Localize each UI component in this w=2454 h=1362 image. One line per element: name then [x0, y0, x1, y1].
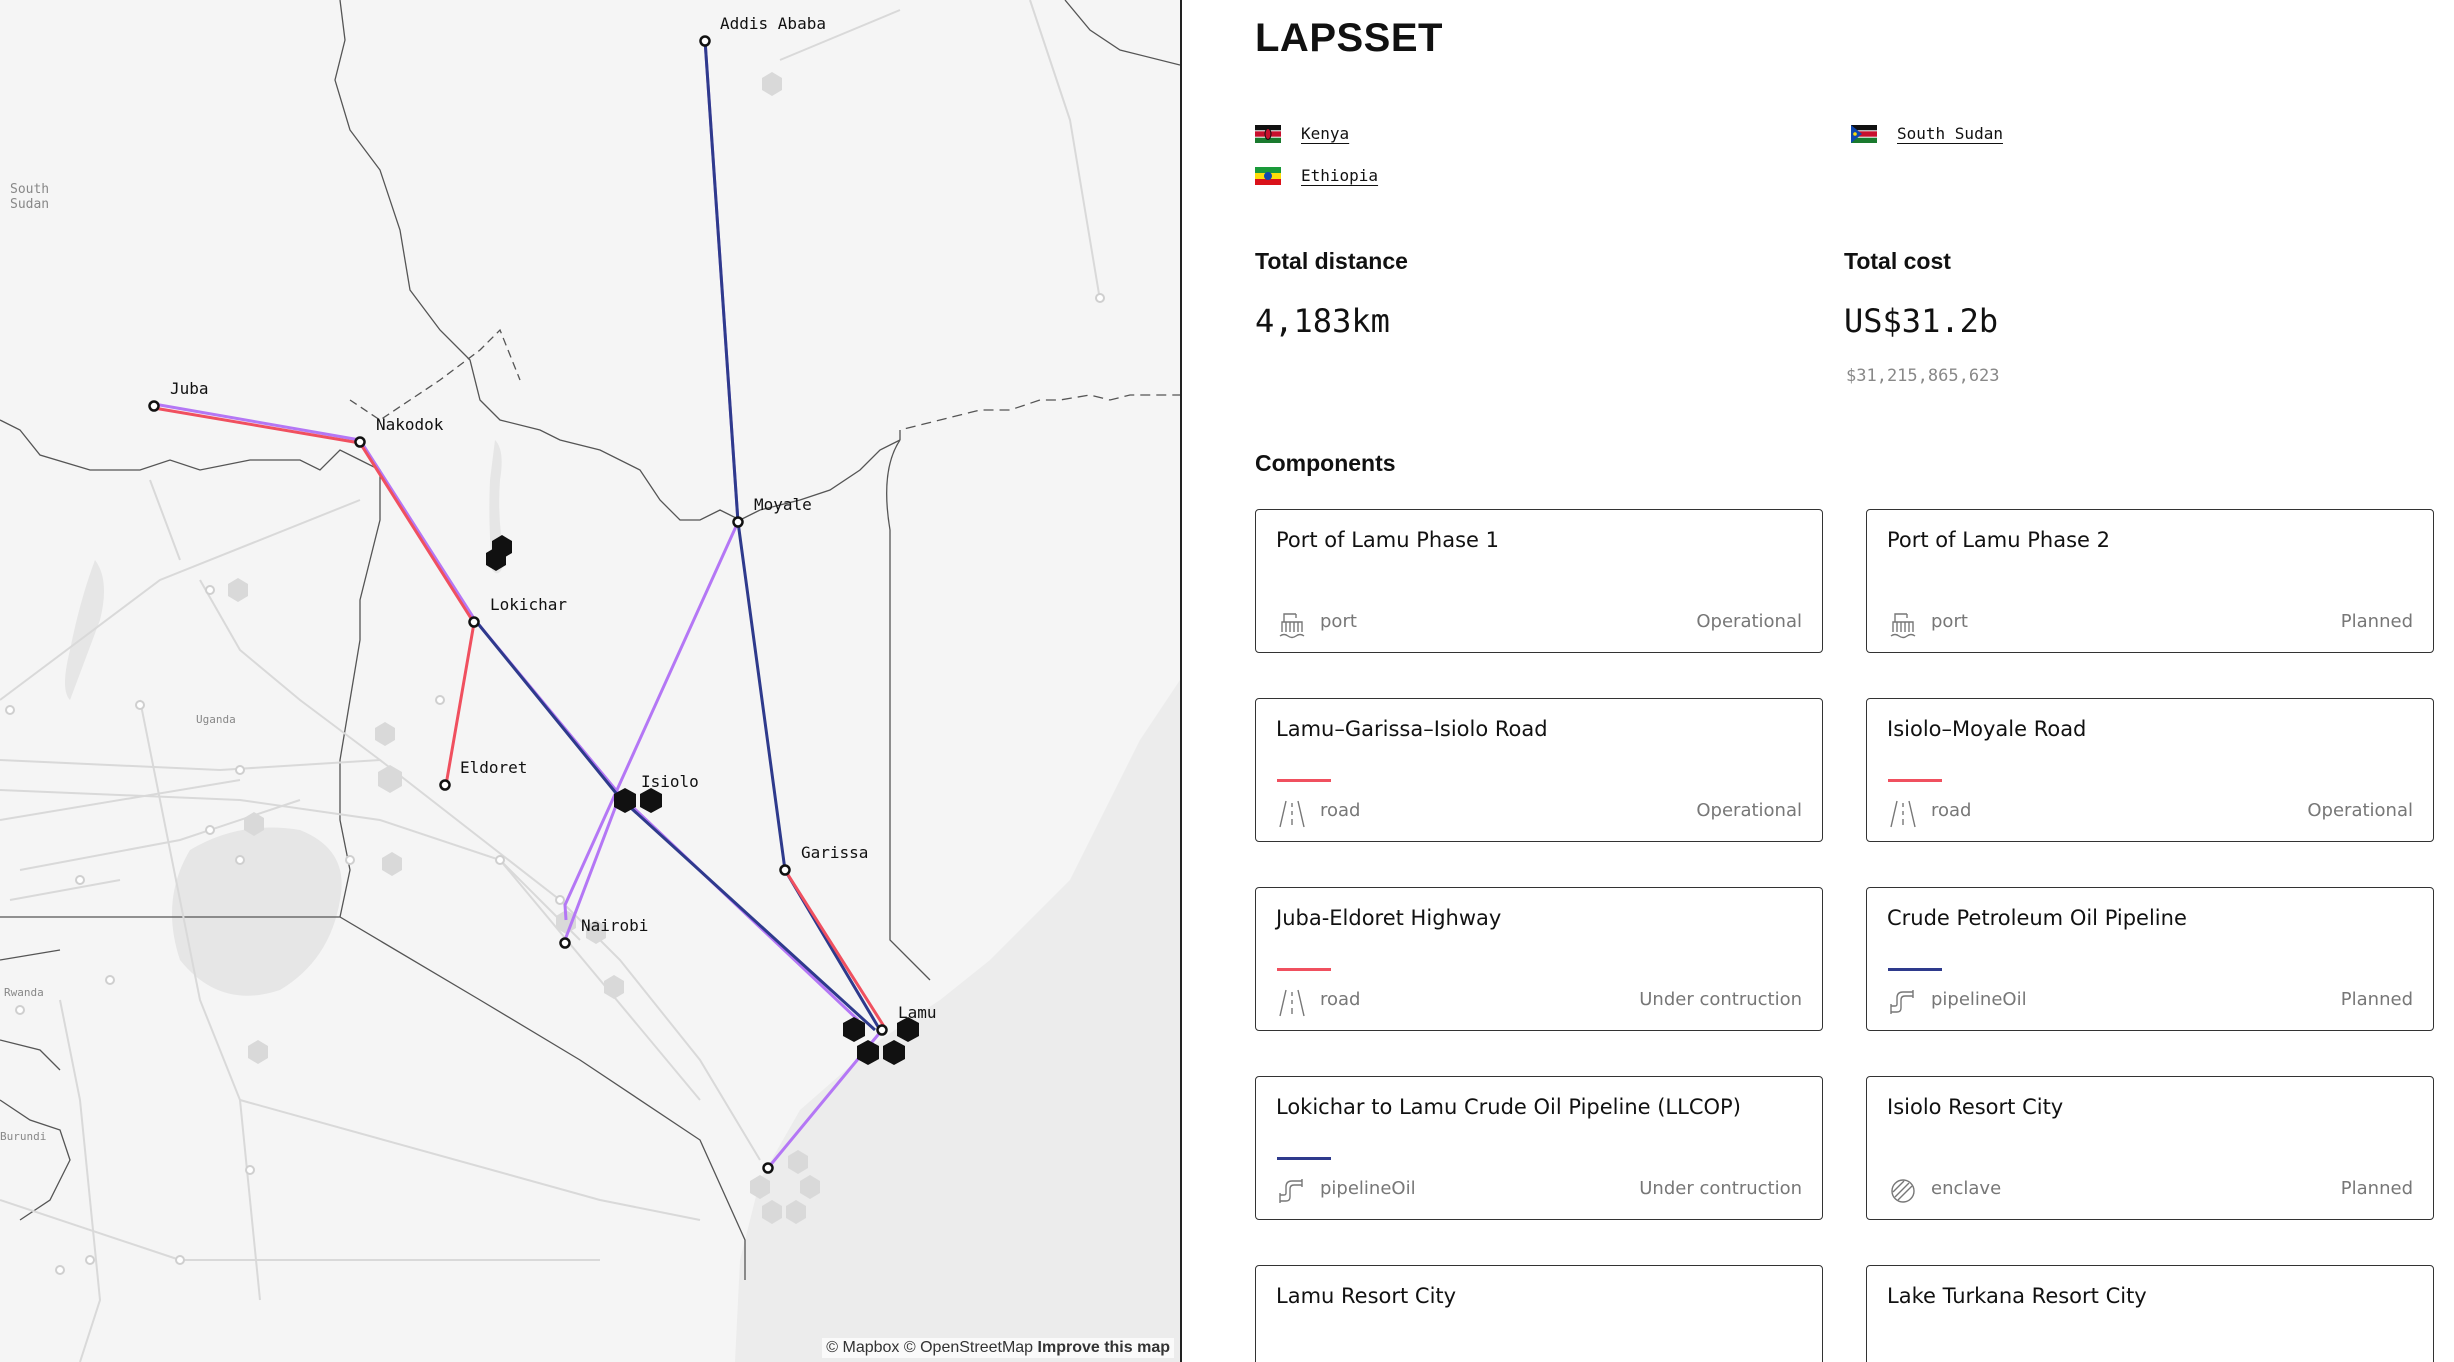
panel-divider	[1180, 0, 1182, 1362]
component-type: pipelineOil	[1931, 989, 2027, 1010]
total-cost-exact: $31,215,865,623	[1846, 366, 2000, 386]
country-item-south-sudan: South Sudan	[1851, 124, 2003, 143]
component-card-port-of-lamu-phase-1[interactable]: Port of Lamu Phase 1 port Operational	[1255, 509, 1823, 653]
component-card-lake-turkana-resort-city[interactable]: Lake Turkana Resort City	[1866, 1265, 2434, 1362]
total-distance-label: Total distance	[1255, 248, 1408, 274]
road-color-line	[1277, 968, 1331, 971]
place-label-nakodok: Nakodok	[376, 415, 444, 434]
place-label-lokichar: Lokichar	[490, 595, 567, 614]
component-status: Planned	[2340, 611, 2413, 632]
region-label-rwanda: Rwanda	[4, 986, 44, 999]
component-type: road	[1320, 989, 1361, 1010]
component-status: Under contruction	[1639, 1178, 1802, 1199]
country-borders	[0, 0, 1180, 1280]
component-status: Planned	[2340, 989, 2413, 1010]
component-name: Lake Turkana Resort City	[1887, 1284, 2147, 1308]
ethiopia-flag-icon	[1255, 166, 1281, 185]
project-hexagons	[486, 535, 919, 1065]
component-card-juba-eldoret-highway[interactable]: Juba-Eldoret Highway road Under contruct…	[1255, 887, 1823, 1031]
component-type: road	[1320, 800, 1361, 821]
road-route	[153, 406, 887, 1029]
mapbox-attribution-link[interactable]: © Mapbox	[826, 1339, 900, 1356]
total-distance-value: 4,183km	[1255, 302, 1390, 340]
map-view[interactable]: Addis Ababa Juba Nakodok Moyale Lokichar…	[0, 0, 1180, 1362]
place-label-lamu: Lamu	[898, 1003, 937, 1022]
south-sudan-flag-icon	[1851, 124, 1877, 143]
page-title: LAPSSET	[1255, 16, 1443, 60]
map-attribution: © Mapbox © OpenStreetMap Improve this ma…	[822, 1338, 1174, 1358]
component-type: enclave	[1931, 1178, 2002, 1199]
background-hexagons	[228, 72, 820, 1224]
country-link-south-sudan[interactable]: South Sudan	[1897, 124, 2003, 143]
component-name: Isiolo Resort City	[1887, 1095, 2064, 1119]
enclave-icon	[1891, 1179, 1915, 1203]
ocean-area	[735, 680, 1180, 1362]
road-color-line	[1888, 779, 1942, 782]
component-name: Lamu Resort City	[1276, 1284, 1457, 1308]
road-icon	[1890, 800, 1916, 828]
place-label-isiolo: Isiolo	[641, 772, 699, 791]
component-type: port	[1931, 611, 1968, 632]
place-label-moyale: Moyale	[754, 495, 812, 514]
country-link-kenya[interactable]: Kenya	[1301, 124, 1350, 143]
improve-map-link[interactable]: Improve this map	[1037, 1339, 1170, 1356]
background-nodes	[5, 293, 1105, 1275]
component-name: Juba-Eldoret Highway	[1276, 906, 1502, 930]
component-card-isiolo-resort-city[interactable]: Isiolo Resort City enclave Planned	[1866, 1076, 2434, 1220]
place-label-nairobi: Nairobi	[581, 916, 648, 935]
pipeline-color-line	[1277, 1157, 1331, 1160]
component-name: Port of Lamu Phase 2	[1887, 528, 2110, 552]
component-card-lamu-resort-city[interactable]: Lamu Resort City	[1255, 1265, 1823, 1362]
components-heading: Components	[1255, 450, 1396, 476]
country-item-kenya: Kenya	[1255, 124, 1349, 143]
region-label-south-sudan-2: Sudan	[10, 197, 49, 212]
pipeline-icon	[1890, 990, 1914, 1014]
total-cost-value: US$31.2b	[1844, 302, 1999, 340]
lake-albert	[65, 560, 104, 700]
component-card-lamu-garissa-isiolo-road[interactable]: Lamu–Garissa–Isiolo Road road Operationa…	[1255, 698, 1823, 842]
pipeline-color-line	[1888, 968, 1942, 971]
component-name: Lokichar to Lamu Crude Oil Pipeline (LLC…	[1276, 1095, 1741, 1119]
component-type: road	[1931, 800, 1972, 821]
kenya-flag-icon	[1255, 124, 1281, 143]
component-status: Planned	[2340, 1178, 2413, 1199]
details-panel: LAPSSET Kenya South Sudan Ethiopia Total…	[1182, 0, 2454, 1362]
port-icon	[1890, 613, 1916, 639]
region-label-burundi: Burundi	[0, 1130, 46, 1143]
country-link-ethiopia[interactable]: Ethiopia	[1301, 166, 1379, 185]
place-label-garissa: Garissa	[801, 843, 868, 862]
osm-attribution-link[interactable]: © OpenStreetMap	[903, 1339, 1034, 1356]
lake-victoria	[172, 827, 342, 996]
road-color-line	[1277, 779, 1331, 782]
pipeline-icon	[1279, 1179, 1303, 1203]
background-network	[0, 0, 1101, 1362]
road-icon	[1279, 800, 1305, 828]
map-canvas: Addis Ababa Juba Nakodok Moyale Lokichar…	[0, 0, 1180, 1362]
place-label-juba: Juba	[170, 379, 209, 398]
component-status: Operational	[1696, 611, 1802, 632]
port-icon	[1279, 613, 1305, 639]
total-cost-label: Total cost	[1844, 248, 1951, 274]
region-label-uganda: Uganda	[196, 713, 236, 726]
component-name: Lamu–Garissa–Isiolo Road	[1276, 717, 1548, 741]
component-type: port	[1320, 611, 1357, 632]
component-name: Crude Petroleum Oil Pipeline	[1887, 906, 2187, 930]
place-label-eldoret: Eldoret	[460, 758, 527, 777]
component-status: Under contruction	[1639, 989, 1802, 1010]
region-label-south-sudan: South	[10, 182, 49, 197]
component-card-isiolo-moyale-road[interactable]: Isiolo–Moyale Road road Operational	[1866, 698, 2434, 842]
place-label-addis-ababa: Addis Ababa	[720, 14, 826, 33]
component-status: Operational	[2307, 800, 2413, 821]
component-status: Operational	[1696, 800, 1802, 821]
component-card-lokichar-lamu-crude-oil-pipeline[interactable]: Lokichar to Lamu Crude Oil Pipeline (LLC…	[1255, 1076, 1823, 1220]
component-card-crude-petroleum-oil-pipeline[interactable]: Crude Petroleum Oil Pipeline pipelineOil…	[1866, 887, 2434, 1031]
component-type: pipelineOil	[1320, 1178, 1416, 1199]
country-item-ethiopia: Ethiopia	[1255, 166, 1378, 185]
road-icon	[1279, 989, 1305, 1017]
component-card-port-of-lamu-phase-2[interactable]: Port of Lamu Phase 2 port Planned	[1866, 509, 2434, 653]
component-name: Port of Lamu Phase 1	[1276, 528, 1499, 552]
place-markers	[148, 35, 888, 1174]
component-name: Isiolo–Moyale Road	[1887, 717, 2087, 741]
